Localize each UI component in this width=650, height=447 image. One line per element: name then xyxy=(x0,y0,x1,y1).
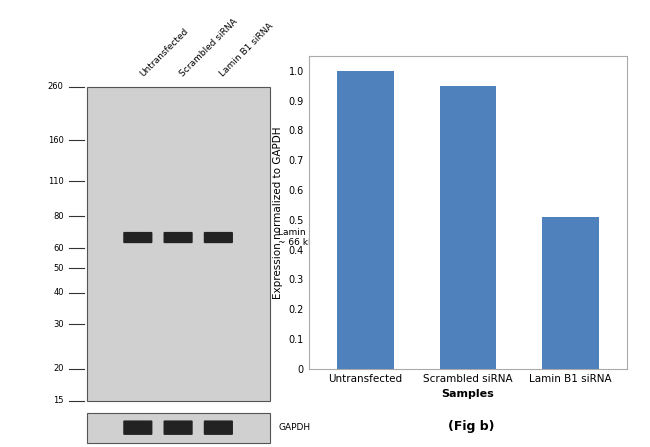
Y-axis label: Expression normalized to GAPDH: Expression normalized to GAPDH xyxy=(273,126,283,299)
Text: 60: 60 xyxy=(53,244,64,253)
Text: Untransfected: Untransfected xyxy=(138,27,190,79)
Bar xyxy=(543,217,599,369)
Text: Lamin B1: Lamin B1 xyxy=(278,228,320,237)
Text: 260: 260 xyxy=(48,82,64,91)
Text: 15: 15 xyxy=(53,396,64,405)
Text: Lamin B1 siRNA: Lamin B1 siRNA xyxy=(218,21,276,79)
Text: 110: 110 xyxy=(48,177,64,186)
FancyBboxPatch shape xyxy=(124,421,152,435)
Text: 40: 40 xyxy=(53,288,64,297)
FancyBboxPatch shape xyxy=(204,421,233,435)
Text: 160: 160 xyxy=(48,135,64,145)
Text: 80: 80 xyxy=(53,212,64,221)
FancyBboxPatch shape xyxy=(204,232,233,243)
Text: ~ 66 kDa: ~ 66 kDa xyxy=(278,238,320,247)
Text: 30: 30 xyxy=(53,320,64,329)
Text: 20: 20 xyxy=(53,364,64,373)
Text: 50: 50 xyxy=(53,264,64,273)
Text: GAPDH: GAPDH xyxy=(278,423,310,432)
X-axis label: Samples: Samples xyxy=(441,389,495,399)
FancyBboxPatch shape xyxy=(164,421,192,435)
Bar xyxy=(337,71,393,369)
Text: (Fig b): (Fig b) xyxy=(448,420,495,433)
Bar xyxy=(86,87,270,401)
Bar xyxy=(440,86,496,369)
Text: Scrambled siRNA: Scrambled siRNA xyxy=(178,17,239,79)
Bar xyxy=(86,413,270,443)
FancyBboxPatch shape xyxy=(164,232,192,243)
FancyBboxPatch shape xyxy=(124,232,152,243)
